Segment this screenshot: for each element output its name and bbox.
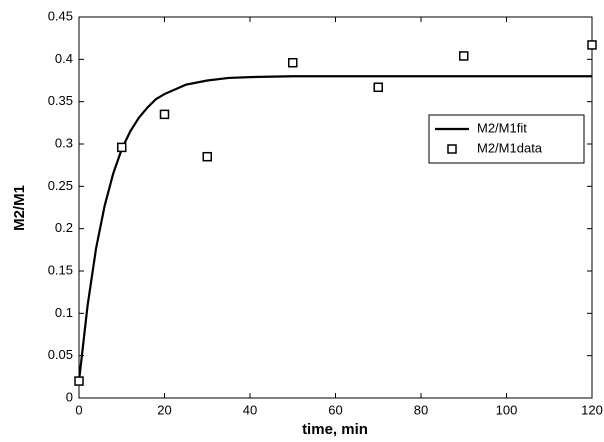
y-tick-label: 0 bbox=[66, 389, 73, 404]
x-tick-label: 40 bbox=[243, 402, 257, 417]
legend-box bbox=[428, 114, 585, 164]
y-axis-title: M2/M1 bbox=[11, 185, 28, 231]
y-tick-label: 0.1 bbox=[55, 305, 73, 320]
fit-line bbox=[77, 75, 592, 382]
x-tick-label: 120 bbox=[581, 402, 603, 417]
data-point bbox=[74, 376, 84, 386]
data-point bbox=[587, 40, 597, 50]
data-point bbox=[159, 109, 170, 120]
x-tick-label: 20 bbox=[157, 402, 171, 417]
data-point bbox=[117, 142, 127, 153]
y-tick-label: 0.4 bbox=[55, 51, 73, 66]
legend-label: M2/M1fit bbox=[477, 120, 527, 135]
x-axis-title: time, min bbox=[302, 421, 368, 438]
data-point bbox=[288, 57, 298, 68]
x-tick-label: 80 bbox=[414, 402, 428, 417]
x-tick-label: 60 bbox=[328, 402, 342, 417]
legend: M2/M1fit M2/M1data bbox=[428, 114, 585, 164]
y-tick-label: 0.45 bbox=[48, 8, 73, 23]
data-point bbox=[373, 82, 383, 93]
y-tick-label: 0.05 bbox=[48, 347, 73, 362]
y-tick-label: 0.2 bbox=[55, 220, 73, 235]
y-tick-label: 0.35 bbox=[48, 93, 73, 108]
y-tick-label: 0.25 bbox=[48, 178, 73, 193]
data-point bbox=[202, 151, 212, 162]
data-point bbox=[459, 51, 469, 61]
legend-marker bbox=[447, 144, 457, 154]
legend-label: M2/M1data bbox=[477, 140, 543, 155]
y-tick-label: 0.15 bbox=[48, 262, 73, 277]
x-tick-label: 0 bbox=[75, 402, 82, 417]
x-tick-label: 100 bbox=[496, 402, 518, 417]
plot-frame bbox=[78, 16, 593, 399]
y-tick-label: 0.3 bbox=[55, 135, 73, 150]
